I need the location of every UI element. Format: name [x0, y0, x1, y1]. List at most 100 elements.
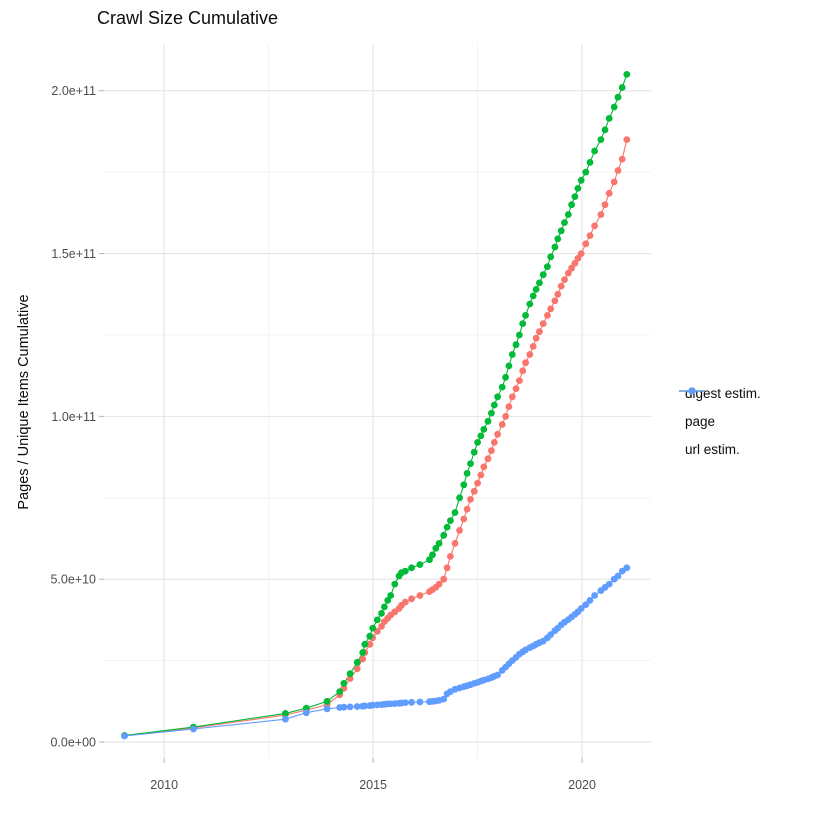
data-point [605, 189, 613, 197]
data-point [610, 178, 618, 186]
data-point [561, 219, 568, 227]
data-point [577, 605, 585, 612]
chart-title: Crawl Size Cumulative [97, 8, 279, 28]
data-point [416, 561, 424, 568]
data-point [582, 240, 590, 248]
data-point [378, 610, 385, 617]
data-point [591, 222, 598, 230]
data-point [484, 417, 492, 425]
data-point [577, 176, 585, 184]
data-point [529, 292, 537, 300]
data-point [547, 253, 555, 261]
data-point [557, 282, 565, 290]
data-point [340, 703, 348, 711]
data-point [614, 167, 622, 174]
data-point [519, 320, 527, 327]
data-point [460, 515, 468, 523]
data-point [494, 393, 501, 401]
data-point [544, 312, 551, 319]
data-point [323, 697, 331, 705]
y-tick-label: 5.0e+10 [50, 573, 96, 587]
data-point [601, 126, 609, 134]
data-point [529, 343, 537, 350]
data-point [440, 531, 448, 539]
data-point [522, 312, 529, 319]
data-point [474, 479, 481, 487]
data-point [571, 193, 579, 201]
data-point [432, 544, 440, 552]
data-point [456, 494, 463, 502]
data-point [490, 401, 498, 409]
data-point [582, 168, 590, 176]
data-point [568, 201, 575, 209]
data-point [359, 649, 367, 656]
data-point [494, 671, 501, 679]
data-point [564, 269, 572, 277]
data-point [416, 592, 424, 599]
data-point [460, 481, 468, 489]
data-point [502, 413, 509, 420]
series-line-digest-estim- [124, 139, 628, 737]
legend-label: url estim. [685, 441, 740, 457]
data-point [623, 71, 631, 78]
data-point [353, 665, 361, 673]
data-point [467, 496, 474, 503]
data-point [591, 147, 598, 155]
series-points-url-estim- [121, 564, 631, 740]
data-point [366, 632, 374, 640]
data-point [353, 658, 361, 666]
data-point [551, 297, 559, 305]
data-point [488, 409, 495, 417]
data-point [568, 264, 575, 272]
data-point [623, 564, 631, 572]
data-point [302, 709, 310, 717]
data-point [532, 286, 540, 293]
data-point [539, 271, 547, 279]
data-point [463, 505, 471, 513]
data-point [591, 592, 598, 599]
data-point [323, 705, 331, 713]
data-point [477, 432, 485, 440]
data-point [408, 564, 415, 572]
data-point [369, 624, 377, 632]
data-point [440, 695, 448, 703]
data-point [387, 592, 395, 599]
data-point [477, 471, 485, 479]
legend-item-url-estim: url estim. [678, 387, 761, 459]
data-point [539, 320, 547, 327]
data-point [618, 155, 626, 163]
data-point [586, 232, 594, 240]
data-point [474, 439, 481, 446]
data-point [516, 377, 523, 384]
data-point [443, 523, 451, 531]
legend: digest estim. page url estim. [678, 383, 761, 467]
data-point [190, 725, 197, 733]
data-point [610, 103, 618, 111]
legend-key-url-icon [679, 387, 705, 395]
data-point [480, 426, 488, 433]
data-point [463, 470, 471, 477]
data-point [373, 616, 381, 624]
data-point [512, 385, 520, 393]
y-tick-label: 1.5e+11 [51, 247, 96, 261]
data-point [623, 136, 631, 144]
data-point [451, 540, 459, 547]
data-point [429, 551, 436, 559]
data-point [522, 359, 529, 367]
data-point [480, 463, 488, 471]
data-point [484, 455, 492, 463]
data-point [361, 640, 369, 648]
data-point [605, 580, 613, 588]
data-point [557, 227, 565, 235]
data-point [440, 575, 448, 583]
data-point [401, 567, 409, 575]
data-point [532, 334, 540, 342]
data-point [384, 597, 392, 604]
x-tick-label: 2010 [150, 778, 178, 792]
data-point [490, 439, 498, 446]
data-point [502, 373, 509, 381]
data-point [574, 255, 582, 262]
data-point [536, 328, 543, 336]
data-point [488, 447, 495, 454]
